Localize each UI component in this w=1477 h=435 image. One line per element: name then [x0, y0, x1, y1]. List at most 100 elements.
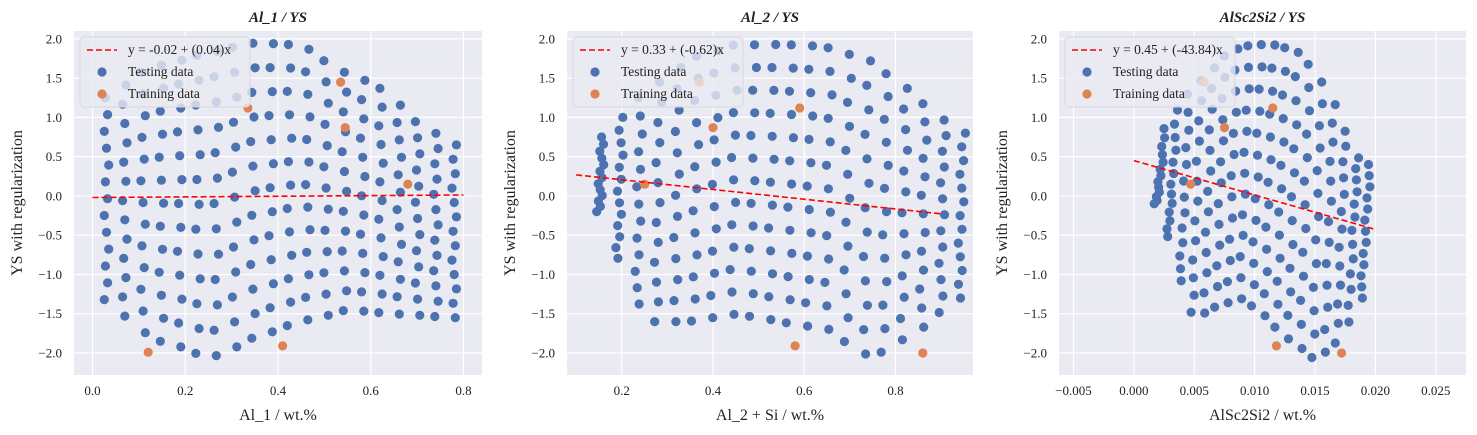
testing-point	[374, 121, 384, 131]
testing-point	[748, 153, 758, 163]
testing-point	[1363, 204, 1373, 214]
testing-point	[227, 292, 237, 302]
testing-point	[357, 191, 367, 201]
testing-point	[1225, 255, 1235, 266]
testing-point	[431, 205, 441, 215]
testing-point	[413, 294, 423, 304]
testing-point	[918, 209, 928, 219]
testing-point	[879, 114, 889, 124]
testing-point	[451, 212, 461, 222]
testing-point	[1307, 352, 1317, 363]
testing-point	[825, 66, 835, 76]
testing-point	[748, 221, 758, 231]
testing-point	[359, 210, 369, 220]
testing-point	[1241, 105, 1251, 115]
testing-point	[192, 174, 202, 185]
testing-point	[1361, 237, 1371, 247]
testing-point	[1262, 267, 1272, 277]
testing-point	[250, 186, 260, 196]
testing-point	[1176, 276, 1186, 286]
y-tick-label: 1.5	[1031, 71, 1047, 86]
testing-point	[690, 294, 700, 304]
y-tick-label: −0.5	[1023, 228, 1047, 243]
testing-point	[410, 278, 420, 288]
testing-point	[374, 214, 384, 224]
testing-point	[1302, 129, 1312, 139]
testing-point	[955, 211, 965, 221]
testing-point	[670, 126, 681, 137]
testing-point	[953, 279, 964, 289]
testing-point	[806, 88, 816, 98]
y-tick-label: 2.0	[1031, 31, 1047, 46]
testing-point	[1222, 277, 1232, 287]
testing-point	[429, 189, 439, 199]
testing-point	[616, 209, 627, 219]
testing-point	[727, 287, 737, 297]
testing-point	[358, 152, 368, 162]
testing-point	[919, 322, 929, 332]
testing-point	[1308, 282, 1318, 292]
testing-point	[1286, 287, 1296, 297]
testing-point	[1270, 40, 1280, 50]
testing-point	[433, 220, 443, 230]
y-tick-label: −1.0	[38, 267, 62, 282]
y-tick-label: 2.0	[46, 31, 62, 46]
training-point	[403, 179, 413, 189]
testing-point	[653, 178, 663, 188]
testing-point	[283, 274, 293, 284]
testing-point	[246, 137, 256, 147]
y-tick-label: −1.0	[531, 267, 555, 282]
testing-point	[941, 131, 951, 141]
testing-point	[673, 275, 683, 285]
testing-point	[881, 207, 892, 217]
testing-point	[669, 232, 679, 243]
testing-point	[1179, 192, 1189, 202]
testing-point	[1274, 230, 1284, 240]
testing-point	[955, 252, 965, 262]
testing-point	[1280, 43, 1290, 53]
testing-point	[1189, 290, 1199, 300]
testing-point	[674, 169, 684, 179]
testing-point	[1340, 126, 1350, 136]
testing-point	[176, 222, 186, 232]
testing-point	[1243, 41, 1253, 51]
testing-point	[394, 309, 404, 319]
testing-point	[671, 317, 681, 327]
testing-point	[1297, 343, 1307, 354]
testing-point	[339, 266, 349, 276]
testing-point	[1357, 293, 1367, 303]
testing-point	[232, 342, 242, 352]
testing-point	[1350, 212, 1360, 222]
testing-point	[249, 235, 259, 245]
testing-point	[1336, 206, 1346, 217]
testing-point	[1225, 234, 1235, 244]
chart-title: Al_1 / YS	[248, 10, 307, 26]
testing-point	[841, 145, 851, 155]
testing-point	[1202, 268, 1212, 278]
testing-point	[174, 198, 184, 209]
testing-point	[729, 242, 739, 252]
testing-point	[1320, 324, 1330, 335]
testing-point	[1238, 230, 1248, 240]
testing-point	[1249, 280, 1259, 290]
testing-point	[212, 300, 222, 310]
testing-point	[359, 114, 369, 124]
testing-point	[159, 198, 169, 208]
testing-point	[1159, 124, 1169, 134]
testing-point	[802, 251, 813, 261]
y-tick-label: 1.0	[539, 110, 555, 125]
testing-point	[431, 281, 441, 291]
testing-point	[1188, 255, 1198, 265]
testing-point	[864, 105, 874, 115]
testing-point	[862, 300, 873, 310]
testing-point	[213, 122, 224, 132]
testing-point	[1171, 145, 1181, 155]
y-tick-label: −0.5	[531, 228, 555, 243]
testing-point	[177, 294, 187, 304]
testing-point	[1298, 271, 1309, 281]
testing-point	[843, 241, 853, 251]
training-point	[640, 179, 650, 189]
testing-point	[213, 249, 224, 259]
testing-point	[342, 286, 352, 296]
